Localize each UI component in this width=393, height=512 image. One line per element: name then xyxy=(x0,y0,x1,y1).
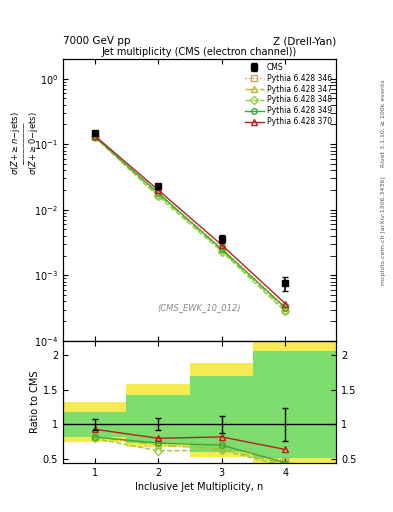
Pythia 6.428 349 xyxy=(156,190,160,196)
Pythia 6.428 346 xyxy=(156,190,160,196)
Pythia 6.428 349 xyxy=(283,305,288,311)
Pythia 6.428 370 xyxy=(283,301,288,307)
Text: 7000 GeV pp: 7000 GeV pp xyxy=(63,36,130,46)
Pythia 6.428 346 xyxy=(219,245,224,251)
Line: Pythia 6.428 348: Pythia 6.428 348 xyxy=(92,134,288,314)
Y-axis label: Ratio to CMS: Ratio to CMS xyxy=(30,371,40,433)
Pythia 6.428 347 xyxy=(156,191,160,198)
Text: Rivet 3.1.10, ≥ 100k events: Rivet 3.1.10, ≥ 100k events xyxy=(381,79,386,167)
Legend: CMS, Pythia 6.428 346, Pythia 6.428 347, Pythia 6.428 348, Pythia 6.428 349, Pyt: CMS, Pythia 6.428 346, Pythia 6.428 347,… xyxy=(243,61,334,128)
Text: $\sigma(Z{+}{\geq}0\mathrm{-jets})$: $\sigma(Z{+}{\geq}0\mathrm{-jets})$ xyxy=(27,112,40,175)
Text: (CMS_EWK_10_012): (CMS_EWK_10_012) xyxy=(158,304,241,313)
Pythia 6.428 370 xyxy=(219,242,224,248)
Pythia 6.428 349 xyxy=(219,246,224,252)
Pythia 6.428 346 xyxy=(92,134,97,140)
Text: Z (Drell-Yan): Z (Drell-Yan) xyxy=(273,36,336,46)
Title: Jet multiplicity (CMS (electron channel)): Jet multiplicity (CMS (electron channel)… xyxy=(102,47,297,57)
Line: Pythia 6.428 346: Pythia 6.428 346 xyxy=(92,134,288,310)
Pythia 6.428 348 xyxy=(92,134,97,140)
Pythia 6.428 348 xyxy=(219,248,224,254)
Line: Pythia 6.428 349: Pythia 6.428 349 xyxy=(92,134,288,310)
Pythia 6.428 349 xyxy=(92,134,97,140)
Text: ─────────────────: ───────────────── xyxy=(24,122,28,165)
Pythia 6.428 347 xyxy=(219,247,224,253)
Text: mcplots.cern.ch [arXiv:1306.3436]: mcplots.cern.ch [arXiv:1306.3436] xyxy=(381,176,386,285)
Line: Pythia 6.428 370: Pythia 6.428 370 xyxy=(92,133,288,306)
Pythia 6.428 348 xyxy=(156,193,160,199)
Pythia 6.428 370 xyxy=(92,133,97,139)
Pythia 6.428 347 xyxy=(92,134,97,140)
Line: Pythia 6.428 347: Pythia 6.428 347 xyxy=(92,134,288,312)
Pythia 6.428 347 xyxy=(283,307,288,313)
Text: $\sigma(Z{+}{\geq}n\mathrm{-jets})$: $\sigma(Z{+}{\geq}n\mathrm{-jets})$ xyxy=(9,112,22,175)
X-axis label: Inclusive Jet Multiplicity, n: Inclusive Jet Multiplicity, n xyxy=(135,482,264,493)
Pythia 6.428 370 xyxy=(156,187,160,193)
Pythia 6.428 348 xyxy=(283,308,288,314)
Pythia 6.428 346 xyxy=(283,304,288,310)
